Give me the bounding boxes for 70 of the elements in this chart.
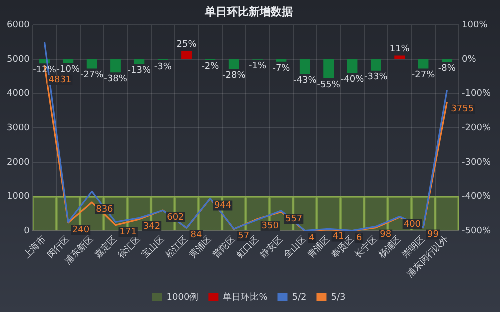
data-label: 836	[96, 204, 114, 215]
legend-label: 5/2	[292, 292, 307, 303]
data-label: -1%	[249, 62, 268, 72]
data-label: -10%	[56, 64, 80, 75]
data-label: -27%	[80, 70, 104, 81]
data-label: 57	[238, 232, 250, 242]
data-label: -8%	[438, 64, 456, 74]
data-label: 99	[428, 230, 440, 240]
bar	[110, 60, 121, 73]
x-tick-label: 宝山区	[140, 234, 167, 261]
y2-tick-label: -300%	[462, 158, 492, 168]
bar	[182, 50, 192, 60]
y2-tick-label: -500%	[462, 226, 492, 237]
y-tick-label: 4000	[7, 89, 30, 100]
data-label: 342	[143, 222, 161, 232]
bar	[300, 60, 310, 74]
legend-label: 1000例	[166, 292, 199, 303]
data-label: -55%	[317, 80, 341, 90]
data-label: 41	[332, 232, 344, 242]
data-label: 4	[309, 233, 316, 244]
bar	[347, 60, 358, 74]
data-label: 11%	[390, 44, 410, 55]
bar	[324, 60, 334, 78]
data-label: 602	[167, 212, 184, 223]
data-label: 4831	[48, 76, 72, 86]
bar	[442, 60, 452, 62]
data-label: 350	[262, 222, 280, 232]
data-label: -40%	[340, 75, 365, 86]
y2-tick-label: 100%	[462, 20, 488, 31]
data-label: 240	[72, 225, 90, 236]
data-label: 25%	[176, 40, 198, 50]
data-label: -43%	[294, 76, 318, 86]
y-tick-label: 1000	[7, 192, 30, 202]
data-label: 3755	[451, 104, 474, 115]
data-label: 84	[190, 230, 203, 241]
bar	[418, 60, 429, 69]
data-label: -33%	[364, 72, 388, 83]
data-label: -28%	[222, 70, 246, 81]
bar	[394, 56, 406, 60]
data-label: -27%	[412, 70, 436, 81]
data-label: 944	[214, 201, 232, 212]
y-tick-label: 3000	[7, 124, 30, 134]
y2-tick-label: 0%	[462, 54, 477, 65]
data-label: -7%	[272, 64, 291, 74]
y2-tick-label: -100%	[462, 89, 492, 100]
x-tick-label: 普陀区	[211, 234, 238, 261]
data-label: 98	[380, 230, 392, 240]
bar	[86, 60, 98, 69]
data-label: 6	[356, 233, 362, 244]
data-label: 171	[120, 228, 137, 238]
x-tick-label: 嘉定区	[92, 234, 120, 261]
legend-label: 5/3	[331, 292, 346, 303]
bar	[370, 60, 382, 71]
data-label: 557	[285, 214, 303, 224]
y-tick-label: 6000	[7, 20, 30, 31]
y2-tick-label: -400%	[462, 192, 492, 202]
chart-title: 单日环比新增数据	[204, 5, 293, 18]
y-tick-label: 0	[24, 226, 30, 237]
data-label: 400	[404, 220, 422, 230]
data-label: -38%	[104, 74, 128, 84]
bar	[63, 60, 74, 63]
y-tick-label: 5000	[7, 54, 30, 65]
y2-tick-label: -200%	[462, 124, 492, 134]
bar	[228, 60, 240, 70]
bar	[134, 60, 145, 64]
y-tick-label: 2000	[7, 158, 30, 168]
data-label: -13%	[128, 66, 152, 76]
data-label: -3%	[154, 62, 172, 72]
data-label: -2%	[202, 62, 220, 72]
legend-label: 单日环比%	[223, 292, 268, 303]
